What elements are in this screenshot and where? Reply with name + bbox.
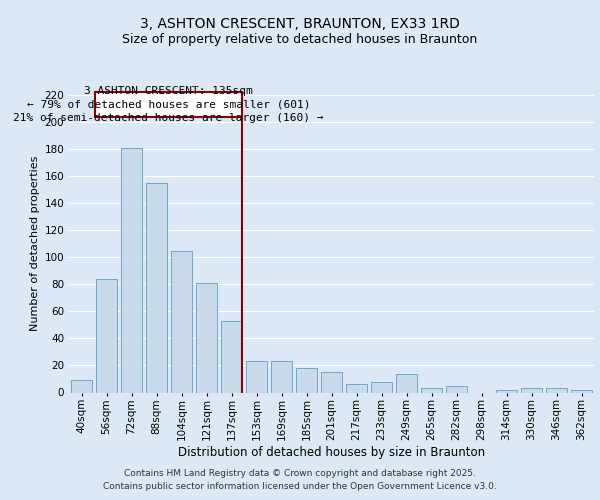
Bar xyxy=(171,250,192,392)
Bar xyxy=(346,384,367,392)
Text: 3 ASHTON CRESCENT: 135sqm
← 79% of detached houses are smaller (601)
21% of semi: 3 ASHTON CRESCENT: 135sqm ← 79% of detac… xyxy=(13,86,324,122)
Bar xyxy=(71,380,92,392)
Bar xyxy=(421,388,442,392)
Bar xyxy=(571,390,592,392)
Bar xyxy=(371,382,392,392)
Text: Contains public sector information licensed under the Open Government Licence v3: Contains public sector information licen… xyxy=(103,482,497,491)
Bar xyxy=(146,183,167,392)
Bar xyxy=(96,279,117,392)
Bar xyxy=(321,372,342,392)
Text: Size of property relative to detached houses in Braunton: Size of property relative to detached ho… xyxy=(122,32,478,46)
Bar xyxy=(521,388,542,392)
Bar xyxy=(221,321,242,392)
Bar xyxy=(296,368,317,392)
Text: 3, ASHTON CRESCENT, BRAUNTON, EX33 1RD: 3, ASHTON CRESCENT, BRAUNTON, EX33 1RD xyxy=(140,18,460,32)
Bar xyxy=(546,388,567,392)
Bar xyxy=(496,390,517,392)
Y-axis label: Number of detached properties: Number of detached properties xyxy=(30,156,40,332)
Text: Contains HM Land Registry data © Crown copyright and database right 2025.: Contains HM Land Registry data © Crown c… xyxy=(124,468,476,477)
Bar xyxy=(196,283,217,393)
X-axis label: Distribution of detached houses by size in Braunton: Distribution of detached houses by size … xyxy=(178,446,485,458)
Bar xyxy=(121,148,142,392)
Bar xyxy=(271,362,292,392)
Bar xyxy=(246,362,267,392)
Bar xyxy=(446,386,467,392)
Bar xyxy=(95,92,242,116)
Bar xyxy=(396,374,417,392)
